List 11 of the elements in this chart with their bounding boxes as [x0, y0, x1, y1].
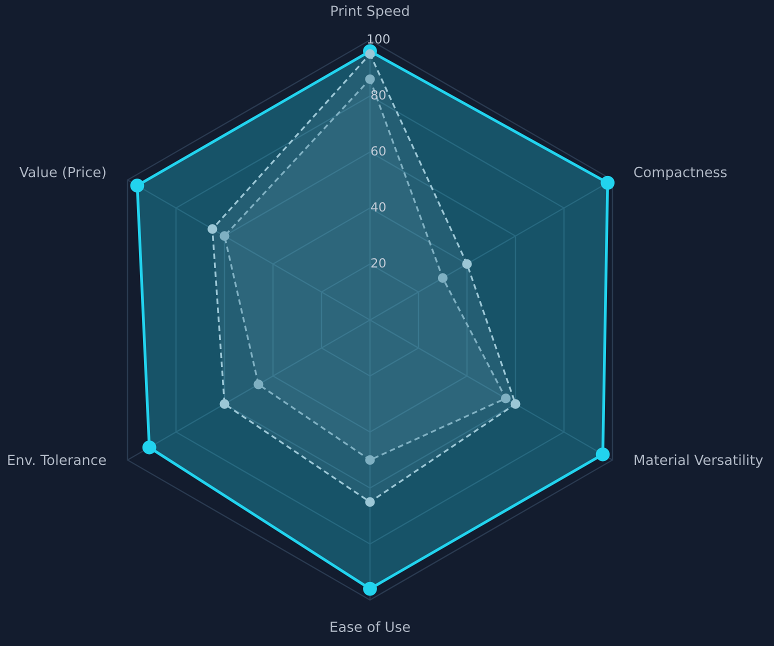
spoke-label: Ease of Use: [330, 621, 410, 632]
spoke-label: Print Speed: [331, 5, 409, 19]
y-tick-label: 40: [371, 202, 386, 212]
y-tick-label: 100: [368, 34, 390, 44]
y-tick-label: 80: [371, 90, 386, 100]
y-tick-label: 60: [371, 146, 386, 156]
spoke-label: Compactness: [634, 166, 727, 180]
spoke-label: Material Versatility: [634, 454, 763, 468]
spoke-label: Value (Price): [19, 166, 106, 179]
spoke-label: Env. Tolerance: [8, 454, 106, 466]
y-tick-label: 20: [371, 258, 386, 268]
